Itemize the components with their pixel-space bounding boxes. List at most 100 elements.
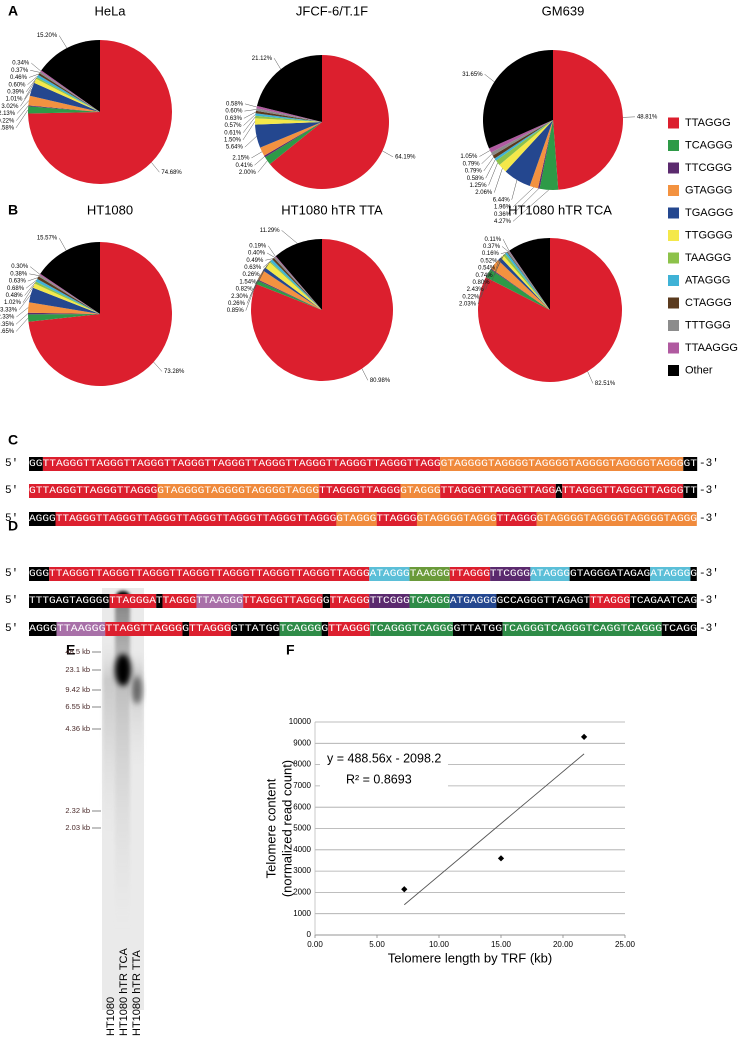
pie-slice	[477, 238, 622, 383]
gel-band	[115, 654, 131, 686]
pie-slice	[490, 268, 550, 310]
pie-value-label: 0.11%	[485, 237, 502, 243]
leader-line	[511, 179, 518, 200]
pie-value-label: 0.39%	[7, 89, 25, 95]
pie-value-label: 6.44%	[493, 197, 511, 203]
sequence-segment: GTAGGGGTAGGGGTAGGGGTAGGG	[157, 484, 320, 498]
leader-line	[251, 151, 263, 159]
pie-slice	[275, 239, 322, 310]
leader-line	[24, 80, 36, 100]
pie-slice	[505, 120, 553, 187]
sequence-segment: ATGAGGG	[449, 594, 497, 608]
pie-slice	[489, 120, 553, 153]
pie-value-label: 80.98%	[370, 378, 391, 384]
pie-slice	[273, 256, 322, 310]
leader-line	[16, 105, 29, 121]
leader-line	[512, 189, 550, 222]
leader-line	[29, 273, 40, 276]
chart-title: HeLa	[94, 3, 126, 18]
pie-value-label: 2.03%	[459, 302, 477, 308]
legend-swatch	[668, 320, 679, 331]
legend-swatch	[668, 185, 679, 196]
pie-value-label: 2.00%	[239, 170, 257, 176]
leader-line	[242, 121, 256, 141]
pie-value-label: 0.79%	[465, 169, 483, 175]
pie-slice	[28, 302, 101, 314]
panel-letter: E	[66, 642, 75, 658]
pie-slice	[538, 120, 553, 189]
y-tick-label: 4000	[293, 845, 311, 854]
leader-line	[18, 294, 31, 311]
sequence-segment: TTAGGGTTAGGGTTAGGG	[562, 484, 684, 498]
sequence-segment: G	[182, 622, 190, 636]
leader-line	[151, 162, 160, 173]
leader-line	[382, 150, 394, 158]
pie-value-label: 5.64%	[226, 145, 244, 151]
trendline	[403, 753, 585, 906]
pie-slice	[508, 250, 550, 310]
sequence-segment: GTAGGGATAGAG	[570, 567, 651, 581]
sequence-segment: TCAGGGTCAGGG	[369, 622, 454, 636]
leader-line	[26, 77, 37, 93]
pie-slice	[35, 278, 100, 314]
pie-value-label: 0.26%	[228, 301, 246, 307]
panel-letter: F	[286, 642, 295, 658]
pie-value-label: 1.96%	[494, 205, 512, 211]
five-prime-label: 5′	[5, 568, 19, 580]
legend-swatch	[668, 230, 679, 241]
pie-slice	[256, 55, 322, 122]
sequence-segment: TTAGGGTTAGGGTTAGGGTTAGGGTTAGGGTTAGGGTTAG…	[55, 512, 337, 526]
legend-swatch	[668, 365, 679, 376]
pie-value-label: 1.01%	[5, 97, 23, 103]
pie-slice	[270, 259, 322, 310]
pie-slice	[34, 78, 100, 112]
leader-line	[24, 282, 36, 296]
leader-line	[265, 258, 274, 261]
pie-value-label: 4.27%	[494, 219, 512, 225]
leader-line	[30, 70, 40, 73]
panel-letter: D	[8, 518, 18, 534]
leader-line	[273, 58, 281, 70]
leader-line	[245, 282, 257, 311]
legend-label: TAAGGG	[685, 252, 731, 264]
pie-slice	[260, 122, 322, 156]
y-axis-label: (normalized read count)	[279, 760, 294, 897]
pie-slice	[256, 105, 322, 122]
pie-value-label: 11.29%	[260, 228, 281, 234]
data-point	[401, 886, 408, 893]
leader-line	[485, 159, 496, 179]
panel-letter: A	[8, 3, 18, 19]
legend-swatch	[668, 297, 679, 309]
leader-line	[15, 317, 29, 332]
lane-label: HT1080 hTR TTA	[131, 950, 143, 1036]
pie-value-label: 0.48%	[6, 293, 24, 299]
sequence: GGTTAGGGTTAGGGTTAGGGTTAGGGTTAGGGTTAGGGTT…	[29, 457, 698, 471]
leader-line	[587, 371, 594, 384]
three-prime-label: -3′	[699, 513, 719, 525]
pie-value-label: 2.13%	[0, 111, 16, 117]
sequence-segment: GTAGGGGTAGGGGTAGGGGTAGGGGTAGGGGTAGGG	[440, 457, 684, 471]
sequence-segment: TTCGGG	[369, 594, 410, 608]
pie-value-label: 0.19%	[249, 243, 267, 249]
trendline-r-squared: R² = 0.8693	[346, 772, 412, 786]
leader-line	[500, 251, 508, 254]
pie-value-label: 15.20%	[37, 33, 58, 39]
pie-slice	[28, 40, 172, 184]
data-point	[580, 733, 588, 741]
pie-value-label: 0.38%	[10, 271, 28, 277]
sequence-segment: GTAGGGGTAGGG	[416, 512, 497, 526]
five-prime-label: 5′	[5, 513, 19, 525]
pie-slice	[251, 239, 394, 382]
pie-slice	[255, 280, 322, 310]
pie-value-label: 1.50%	[224, 137, 242, 143]
leader-line	[58, 35, 68, 49]
three-prime-label: -3′	[699, 568, 719, 580]
legend-label: TCAGGG	[685, 139, 733, 151]
legend-label: TTTGGG	[685, 319, 731, 331]
pie-value-label: 0.58%	[226, 101, 244, 107]
sequence-segment: TCAGGG	[409, 594, 450, 608]
pie-slice	[37, 276, 100, 314]
three-prime-label: -3′	[699, 623, 719, 635]
pie-slice	[491, 120, 553, 156]
